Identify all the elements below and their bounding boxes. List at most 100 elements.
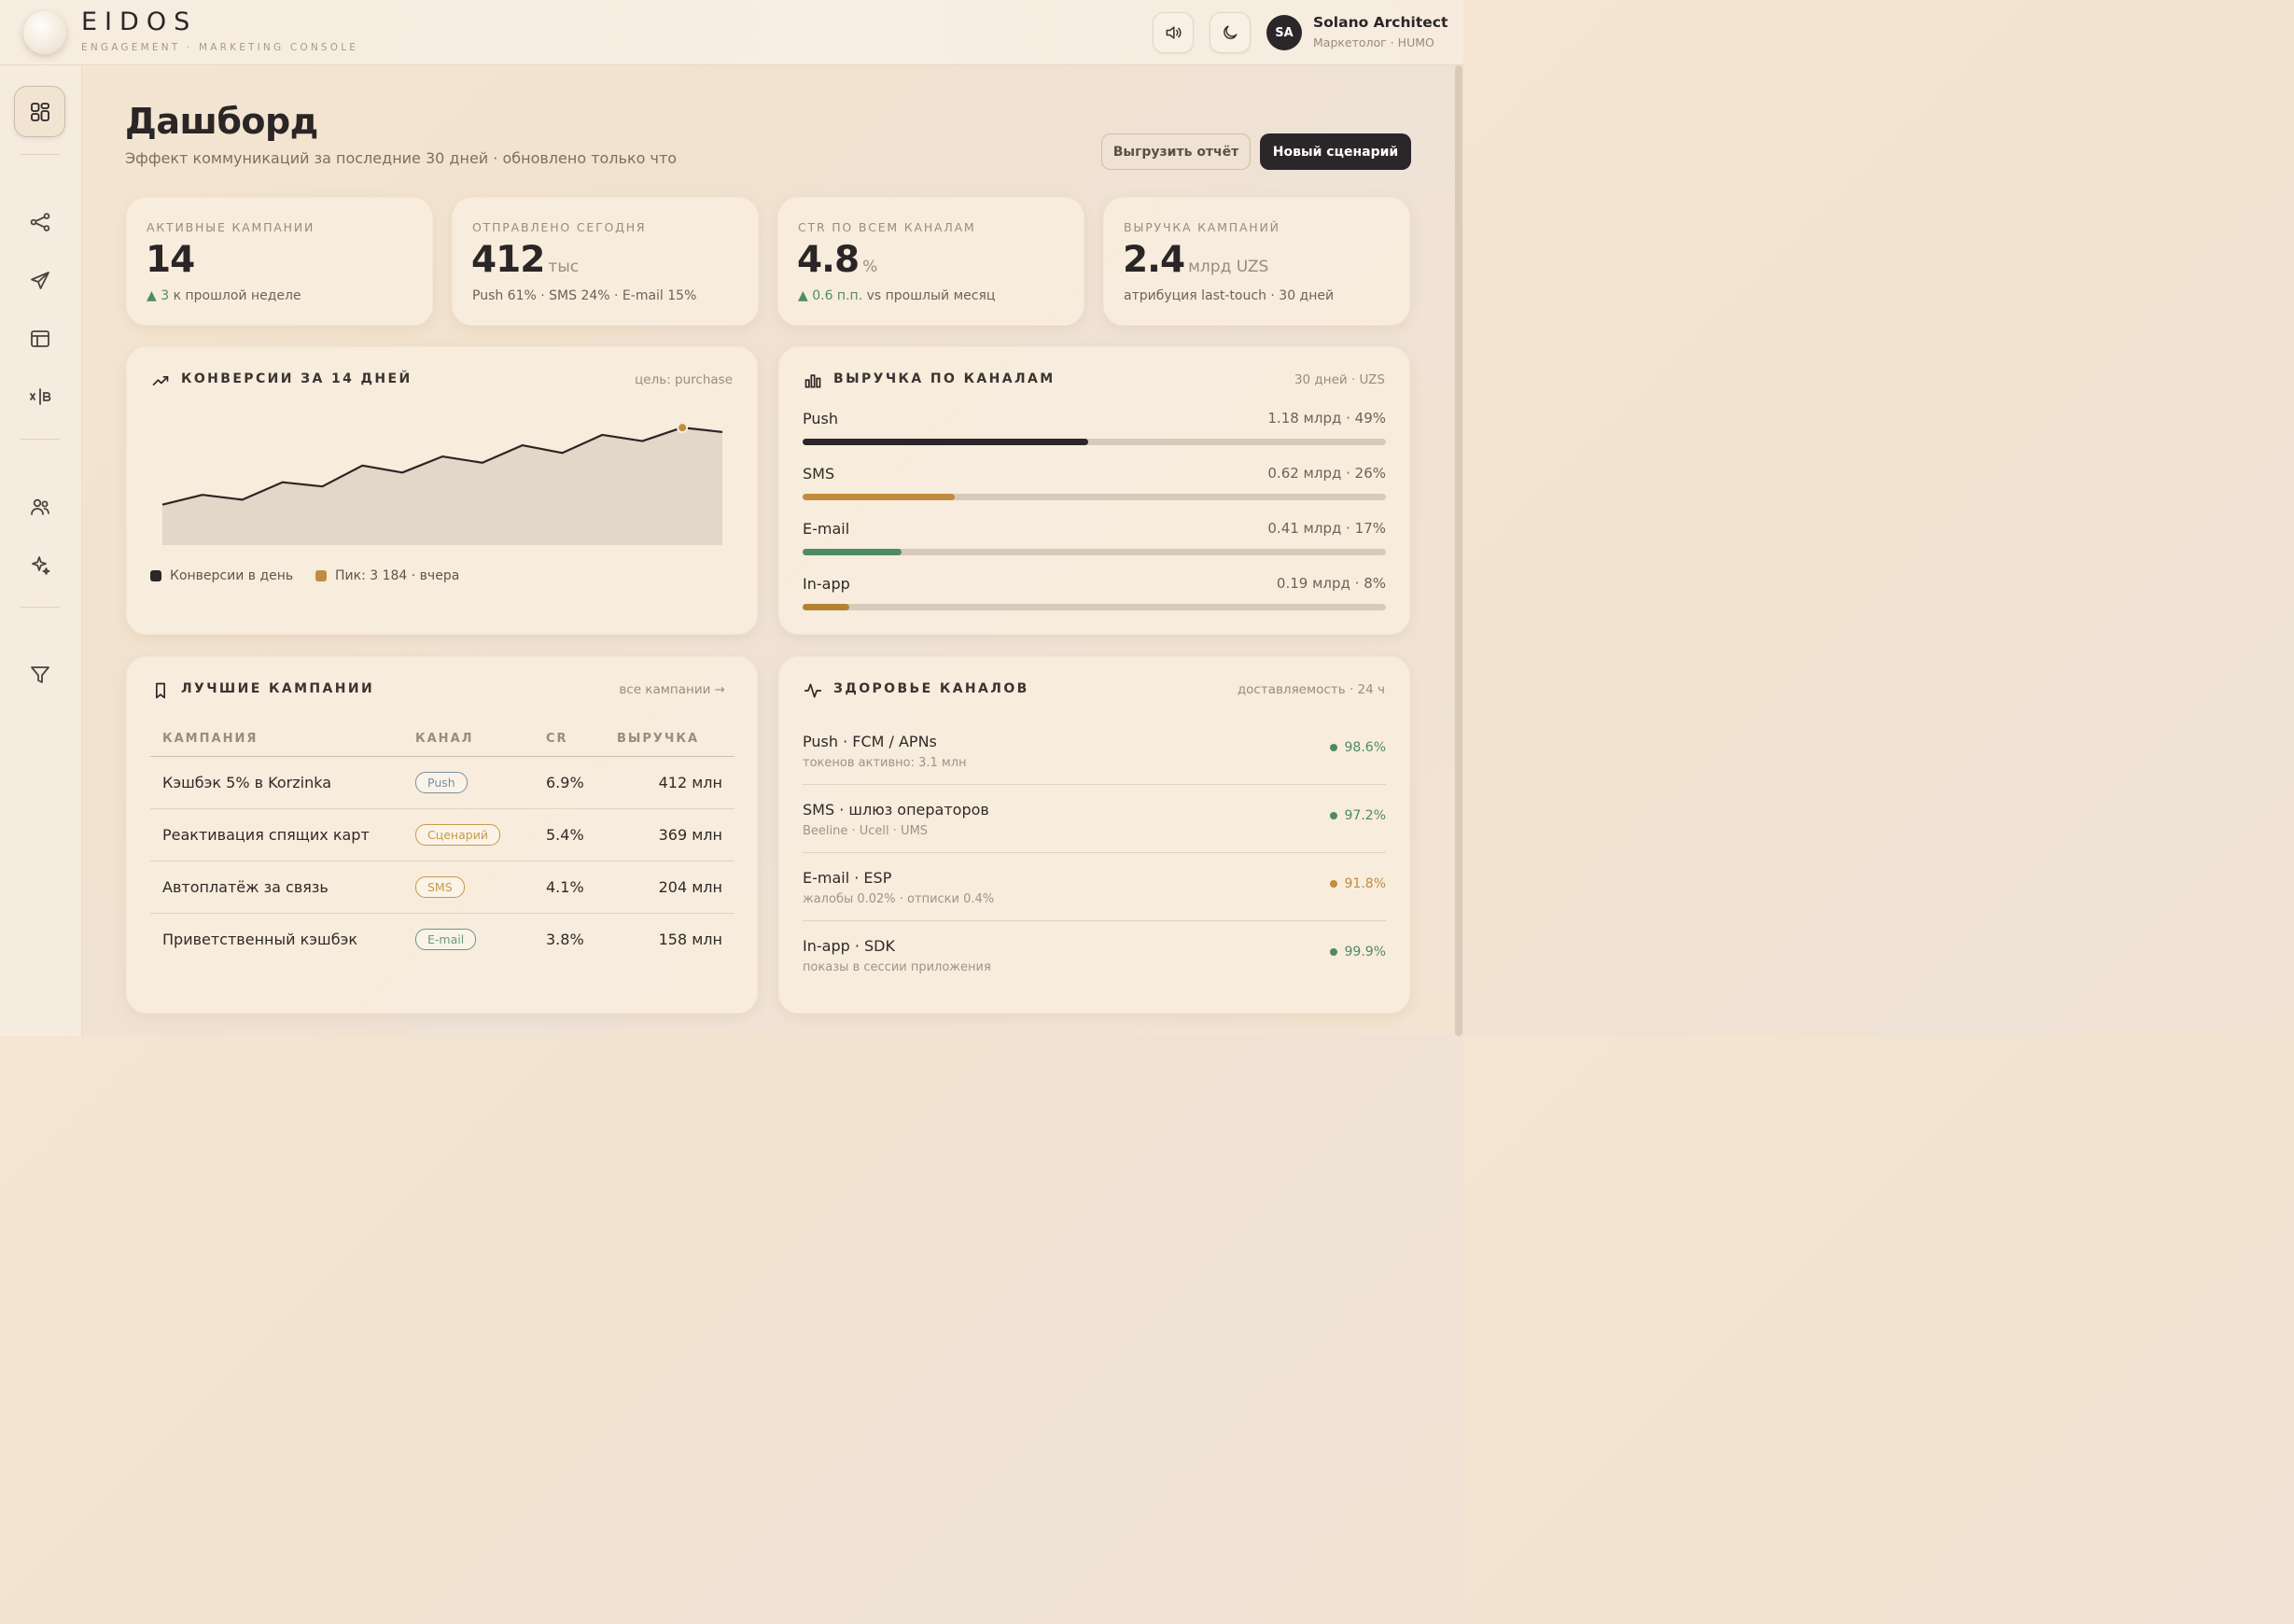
revenue-cell: 204 млн — [617, 861, 734, 914]
sidebar-item-ab-tests[interactable] — [19, 375, 62, 418]
channel-cell: Push — [415, 756, 546, 809]
campaign-name: Приветственный кэшбэк — [162, 930, 358, 948]
table-row[interactable]: Приветственный кэшбэк E-mail 3.8% 158 млн — [150, 913, 734, 965]
main-content: Дашборд Эффект коммуникаций за последние… — [82, 65, 1463, 1036]
scrollbar-track[interactable] — [1454, 65, 1463, 1036]
user-name: Solano Architect — [1313, 14, 1448, 31]
moon-icon — [1224, 25, 1238, 39]
sidebar-item-journeys[interactable] — [19, 201, 62, 244]
send-icon — [31, 272, 49, 289]
sidebar-divider — [21, 439, 60, 440]
kpi-card-ctr: CTR ПО ВСЕМ КАНАЛАМ 4.8% ▲ 0.6 п.п. vs п… — [777, 197, 1084, 326]
bar-chart-icon — [804, 374, 821, 388]
card-title: ЗДОРОВЬЕ КАНАЛОВ — [833, 681, 1029, 696]
channel-name: SMS — [803, 465, 835, 483]
column-header: ВЫРУЧКА — [617, 722, 734, 757]
series-line — [161, 426, 723, 506]
table-header-row: КАМПАНИЯ КАНАЛ CR ВЫРУЧКА — [150, 722, 734, 757]
page-title: Дашборд — [125, 101, 318, 142]
channel-name: In-app — [803, 575, 850, 593]
cr-cell: 6.9% — [546, 756, 617, 809]
new-scenario-button[interactable]: Новый сценарий — [1260, 133, 1411, 170]
bar-fill — [803, 494, 955, 500]
conversions-card: КОНВЕРСИИ ЗА 14 ДНЕЙ цель: purchase Конв… — [126, 346, 758, 635]
table-row[interactable]: Кэшбэк 5% в Korzinka Push 6.9% 412 млн — [150, 756, 734, 809]
kpi-note: атрибуция last-touch · 30 дней — [1124, 288, 1335, 303]
status-value: 98.6% — [1329, 740, 1386, 755]
sidebar-divider — [21, 607, 60, 608]
column-header: КАНАЛ — [415, 722, 546, 757]
card-title: ЛУЧШИЕ КАМПАНИИ — [181, 681, 375, 696]
health-row: In-app · SDK показы в сессии приложения 99… — [803, 920, 1386, 989]
kpi-label: ВЫРУЧКА КАМПАНИЙ — [1124, 220, 1280, 234]
revenue-row: SMS 0.62 млрд · 26% — [803, 465, 1386, 502]
sidebar-item-templates[interactable] — [19, 317, 62, 360]
conversions-chart — [161, 422, 723, 545]
sidebar-item-audience[interactable] — [19, 485, 62, 528]
status-value: 91.8% — [1329, 876, 1386, 891]
column-header: КАМПАНИЯ — [150, 722, 415, 757]
channel-detail: токенов активно: 3.1 млн — [803, 756, 967, 770]
bar-fill — [803, 439, 1089, 445]
legend-swatch — [315, 570, 327, 581]
table-row[interactable]: Реактивация спящих карт Сценарий 5.4% 369 м… — [150, 808, 734, 861]
kpi-label: CTR ПО ВСЕМ КАНАЛАМ — [798, 220, 976, 234]
logo-orb — [23, 11, 66, 54]
kpi-note: Push 61% · SMS 24% · E-mail 15% — [472, 288, 697, 303]
channel-cell: E-mail — [415, 913, 546, 965]
health-row: E-mail · ESP жалобы 0.02% · отписки 0.4% 9… — [803, 852, 1386, 921]
channel-badge: E-mail — [415, 928, 477, 950]
sidebar-item-dashboard[interactable] — [14, 86, 65, 137]
share-nodes-icon — [30, 213, 50, 231]
status-dot — [1329, 948, 1337, 956]
sidebar — [0, 65, 82, 1036]
bar-track — [803, 494, 1386, 500]
status-dot — [1329, 880, 1337, 888]
sidebar-item-campaigns[interactable] — [19, 259, 62, 302]
status-value: 97.2% — [1329, 808, 1386, 823]
user-role: Маркетолог · HUMO — [1313, 35, 1434, 49]
channel-cell: SMS — [415, 861, 546, 914]
kpi-label: АКТИВНЫЕ КАМПАНИИ — [147, 220, 315, 234]
legend-peak: Пик: 3 184 · вчера — [315, 568, 459, 583]
revenue-cell: 412 млн — [617, 756, 734, 809]
speaker-icon — [1166, 26, 1182, 39]
card-meta: 30 дней · UZS — [1294, 372, 1385, 387]
kpi-card-active-campaigns: АКТИВНЫЕ КАМПАНИИ 14 ▲ 3 к прошлой недел… — [126, 197, 433, 326]
scrollbar-thumb[interactable] — [1455, 65, 1462, 1036]
card-title: КОНВЕРСИИ ЗА 14 ДНЕЙ — [181, 371, 413, 386]
cr-cell: 5.4% — [546, 808, 617, 861]
revenue-cell: 369 млн — [617, 808, 734, 861]
trend-icon — [152, 376, 169, 385]
channel-cell: Сценарий — [415, 808, 546, 861]
ab-test-icon — [30, 388, 51, 405]
table-row[interactable]: Автоплатёж за связь SMS 4.1% 204 млн — [150, 861, 734, 914]
channel-name: Push · FCM / APNs — [803, 733, 937, 750]
card-meta: цель: purchase — [635, 372, 733, 387]
avatar[interactable]: SA — [1266, 15, 1302, 50]
health-row: SMS · шлюз операторов Beeline · Ucell · U… — [803, 784, 1386, 853]
area-fill — [162, 427, 722, 545]
channel-name: Push — [803, 410, 838, 427]
all-campaigns-link[interactable]: все кампании → — [619, 682, 725, 697]
channel-value: 0.41 млрд · 17% — [1267, 520, 1386, 537]
sidebar-item-segments[interactable] — [19, 653, 62, 696]
bar-track — [803, 439, 1386, 445]
theme-toggle-button[interactable] — [1210, 12, 1251, 53]
kpi-label: ОТПРАВЛЕНО СЕГОДНЯ — [472, 220, 647, 234]
sidebar-item-ai[interactable] — [19, 544, 62, 587]
channel-value: 1.18 млрд · 49% — [1267, 410, 1386, 427]
channel-detail: показы в сессии приложения — [803, 960, 991, 974]
campaign-name: Кэшбэк 5% в Korzinka — [150, 756, 415, 809]
dashboard-icon — [30, 102, 49, 121]
legend-swatch — [150, 570, 161, 581]
revenue-card: ВЫРУЧКА ПО КАНАЛАМ 30 дней · UZS Push 1.1… — [778, 346, 1410, 635]
card-meta: доставляемость · 24 ч — [1237, 682, 1385, 697]
channel-name: SMS · шлюз операторов — [803, 801, 989, 819]
campaign-name: Реактивация спящих карт — [150, 808, 415, 861]
cr-cell: 4.1% — [546, 861, 617, 914]
export-report-button[interactable]: Выгрузить отчёт — [1101, 133, 1251, 170]
channel-name: In-app · SDK — [803, 937, 895, 955]
sound-button[interactable] — [1153, 12, 1194, 53]
peak-point — [677, 422, 689, 434]
